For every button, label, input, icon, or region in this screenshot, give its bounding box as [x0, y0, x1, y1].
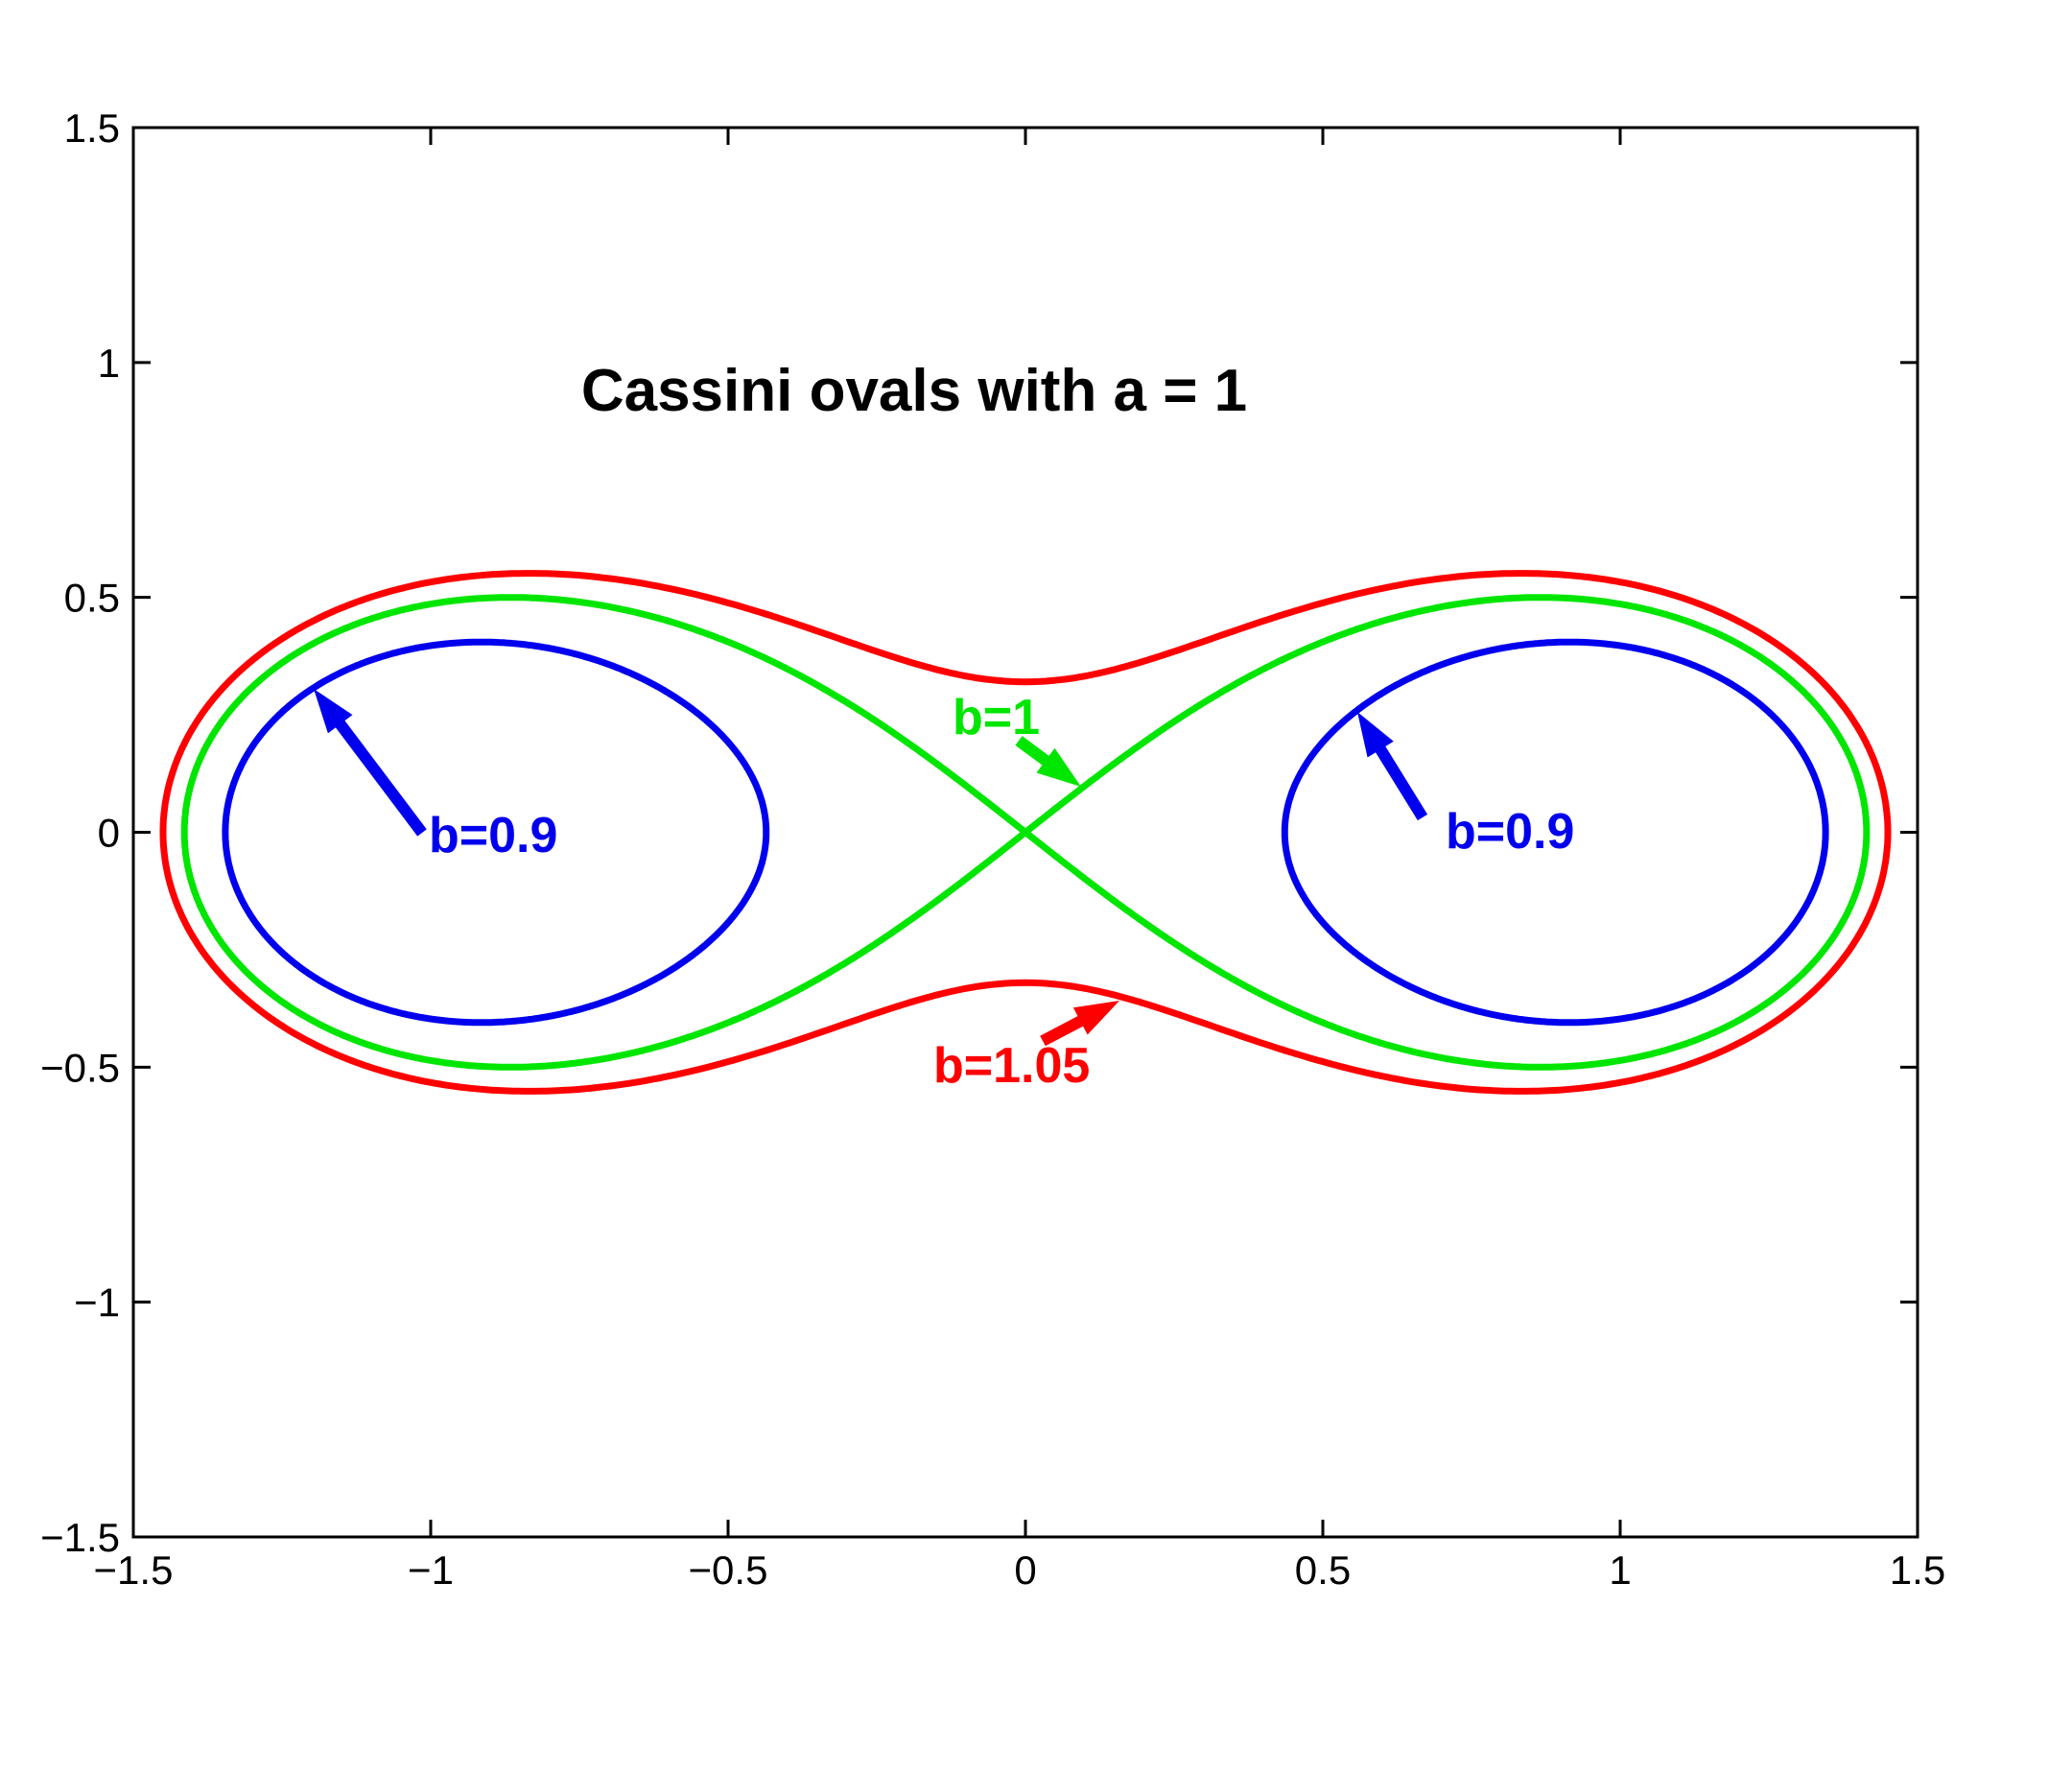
annotation-label-b09-right: b=0.9 [1446, 804, 1574, 860]
y-tick-label: −1.5 [40, 1515, 120, 1560]
annotation-arrow-head-b1 [1036, 747, 1081, 787]
x-tick-label: −0.5 [689, 1548, 768, 1593]
x-tick-label: 1 [1609, 1548, 1631, 1593]
annotation-arrow-head-b09-right [1357, 712, 1394, 758]
x-tick-label: 1.5 [1890, 1548, 1945, 1593]
y-tick-label: −1 [74, 1280, 120, 1325]
x-tick-label: −1 [408, 1548, 454, 1593]
plot-title: Cassini ovals with a = 1 [581, 358, 1247, 424]
curve-b-0-9 [222, 638, 1829, 1027]
y-tick-label: 1.5 [64, 106, 120, 151]
annotation-label-b105: b=1.05 [933, 1038, 1090, 1094]
y-tick-label: 1 [98, 341, 120, 386]
y-tick-label: −0.5 [40, 1045, 120, 1090]
annotation-label-b09-left: b=0.9 [429, 808, 557, 863]
curve-b-1 [180, 594, 1871, 1071]
y-tick-label: 0 [98, 811, 120, 856]
curve-b-1-05 [159, 570, 1892, 1095]
annotation-arrow-head-b09-left [314, 689, 353, 734]
x-tick-label: −1.5 [94, 1548, 174, 1593]
x-tick-label: 0 [1014, 1548, 1036, 1593]
x-tick-label: 0.5 [1295, 1548, 1351, 1593]
annotation-arrow-shaft-b105 [1040, 1012, 1091, 1047]
annotation-label-b1: b=1 [953, 690, 1040, 745]
plot-box [131, 126, 1919, 1539]
annotation-arrow-shaft-b09-left [331, 714, 427, 837]
annotation-arrow-head-b105 [1072, 1001, 1119, 1035]
annotation-arrow-shaft-b09-right [1371, 740, 1428, 821]
y-tick-label: 0.5 [64, 576, 120, 621]
plot-generated-content: −1.5 −1 −0.5 0 0.5 1 1.5 −1.5 −1 −0.5 0 0.5 1 1.5 b=0.… [40, 106, 1945, 1593]
